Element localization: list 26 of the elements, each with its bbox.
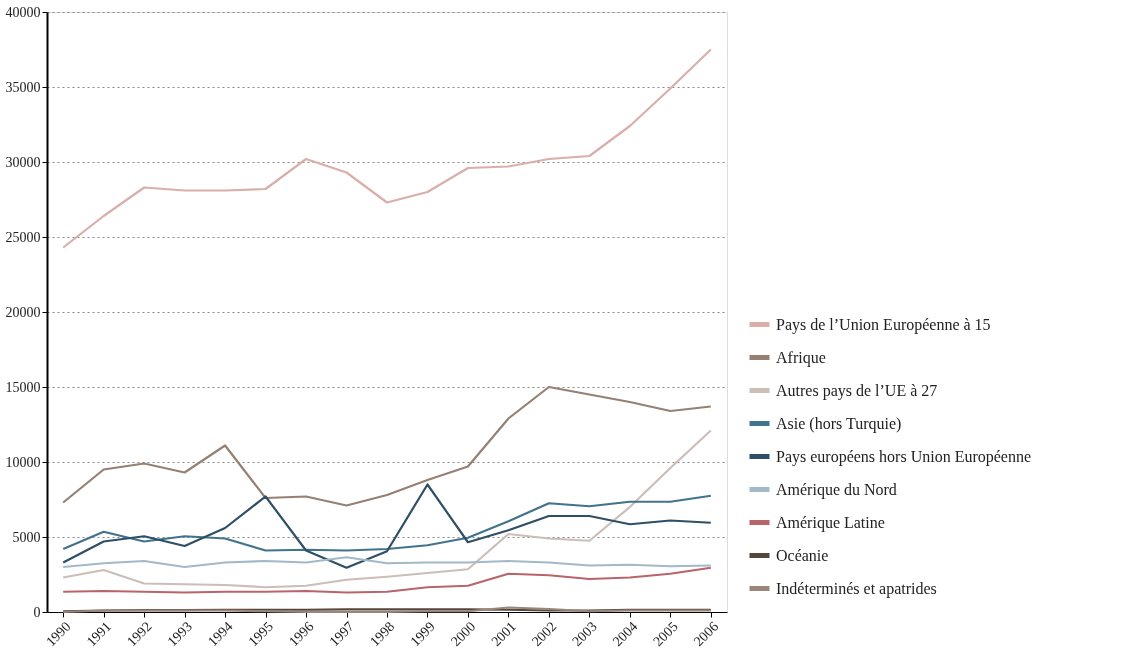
legend-label: Amérique Latine	[776, 513, 885, 532]
y-tick-label: 30000	[5, 154, 41, 170]
y-tick-label: 5000	[12, 529, 41, 545]
line-series	[62, 483, 712, 569]
y-tick-label: 0	[33, 604, 41, 620]
line-series	[62, 566, 712, 594]
y-tick-label: 40000	[5, 4, 41, 20]
legend-label: Pays européens hors Union Européenne	[776, 447, 1032, 466]
y-tick-label: 35000	[5, 79, 41, 95]
legend-label: Océanie	[776, 546, 829, 564]
legend-label: Indéterminés et apatrides	[776, 579, 937, 598]
y-tick-label: 15000	[5, 379, 41, 395]
line-series	[62, 556, 712, 569]
legend-label: Autres pays de l’UE à 27	[776, 381, 938, 400]
line-series	[62, 429, 712, 589]
legend-label: Asie (hors Turquie)	[776, 414, 902, 433]
line-series	[62, 494, 712, 552]
y-tick-label: 10000	[5, 454, 41, 470]
line-series	[62, 385, 712, 507]
x-tick-label: 1991	[83, 618, 115, 650]
y-tick-label: 20000	[5, 304, 41, 320]
legend-label: Afrique	[776, 348, 826, 367]
legend-label: Pays de l’Union Européenne à 15	[776, 315, 991, 334]
legend-label: Amérique du Nord	[776, 480, 897, 499]
y-tick-label: 25000	[5, 229, 41, 245]
line-series	[62, 48, 712, 249]
